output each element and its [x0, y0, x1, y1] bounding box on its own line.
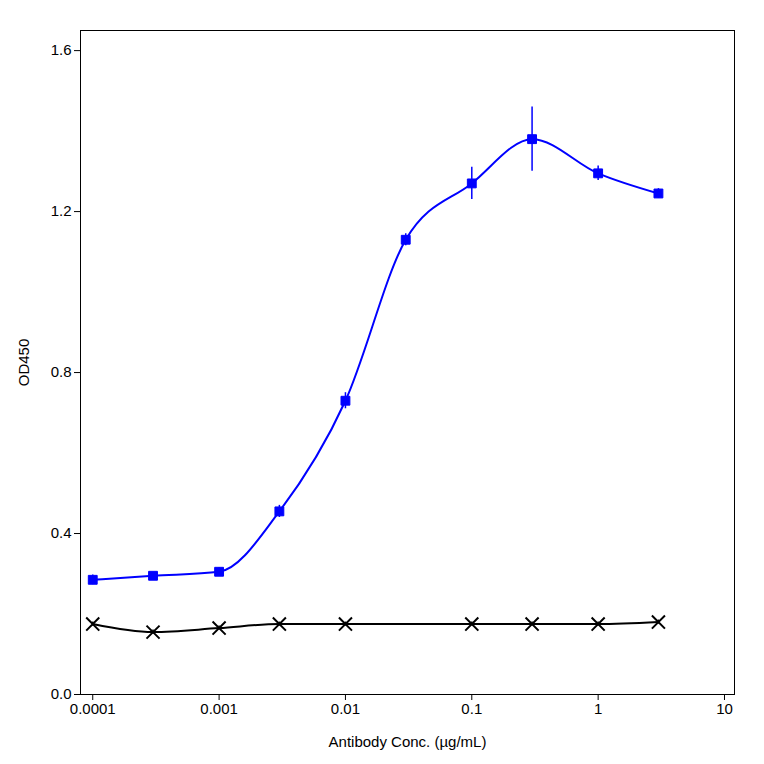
svg-text:OD450: OD450 — [15, 339, 32, 387]
svg-text:1.6: 1.6 — [51, 41, 72, 58]
svg-text:0.1: 0.1 — [461, 700, 482, 717]
svg-text:0.001: 0.001 — [200, 700, 238, 717]
svg-text:0.0001: 0.0001 — [70, 700, 116, 717]
svg-text:1.2: 1.2 — [51, 202, 72, 219]
svg-text:0.01: 0.01 — [331, 700, 360, 717]
svg-text:1: 1 — [594, 700, 602, 717]
svg-text:10: 10 — [716, 700, 733, 717]
svg-text:0.8: 0.8 — [51, 363, 72, 380]
svg-text:0.0: 0.0 — [51, 685, 72, 702]
svg-text:0.4: 0.4 — [51, 524, 72, 541]
svg-text:Antibody Conc. (µg/mL): Antibody Conc. (µg/mL) — [329, 733, 487, 750]
